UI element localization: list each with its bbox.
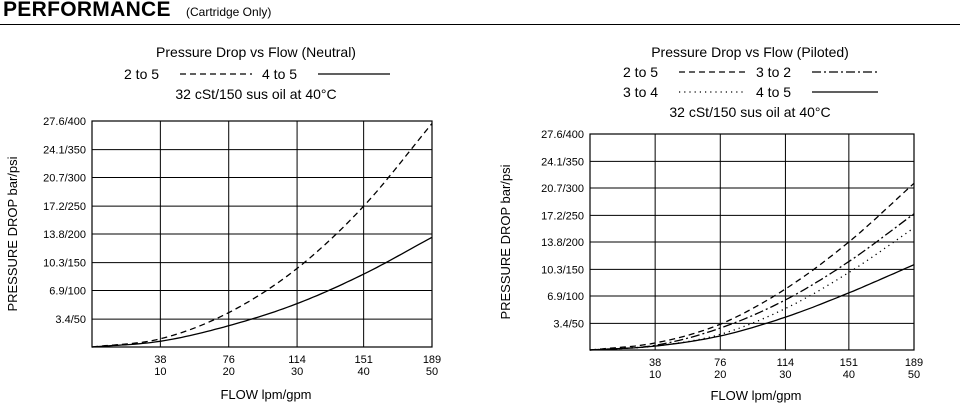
- series-line-3-to-4: [589, 227, 915, 351]
- header-divider: [0, 24, 960, 25]
- y-tick-label: 6.9/100: [49, 286, 86, 298]
- x-tick-label-gpm: 20: [223, 366, 235, 378]
- x-axis-label: FLOW lpm/gpm: [710, 388, 801, 403]
- chart-subtitle: 32 cSt/150 sus oil at 40°C: [669, 104, 830, 120]
- y-tick-label: 24.1/350: [43, 145, 86, 157]
- y-tick-label: 27.6/400: [541, 129, 584, 141]
- x-tick-label-lpm: 114: [777, 357, 795, 369]
- legend-label: 4 to 5: [756, 84, 791, 100]
- y-tick-label: 10.3/150: [43, 258, 86, 270]
- y-tick-label: 17.2/250: [541, 210, 584, 222]
- page-header: PERFORMANCE (Cartridge Only): [0, 0, 960, 26]
- chart-neutral: Pressure Drop vs Flow (Neutral) 2 to 5 4 t…: [5, 44, 441, 402]
- page-subtitle: (Cartridge Only): [186, 5, 272, 19]
- y-tick-label: 13.8/200: [43, 229, 86, 241]
- page-title: PERFORMANCE: [3, 0, 171, 21]
- x-tick-label-lpm: 76: [714, 357, 726, 369]
- x-tick-label-gpm: 50: [426, 366, 438, 378]
- chart-title: Pressure Drop vs Flow (Piloted): [651, 44, 849, 60]
- x-tick-label-gpm: 50: [908, 369, 920, 381]
- plot-frame: [589, 133, 915, 351]
- y-tick-label: 3.4/50: [55, 314, 86, 326]
- legend-label: 3 to 2: [756, 64, 791, 80]
- x-tick-label-lpm: 38: [154, 354, 166, 366]
- x-axis-label: FLOW lpm/gpm: [220, 387, 311, 402]
- legend-label: 2 to 5: [124, 66, 159, 82]
- x-tick-label-lpm: 189: [905, 357, 923, 369]
- series-line-3-to-2: [589, 213, 915, 351]
- legend-label: 4 to 5: [262, 66, 297, 82]
- x-tick-label-lpm: 151: [840, 357, 858, 369]
- plot-frame: [91, 120, 433, 348]
- x-tick-label-lpm: 76: [223, 354, 235, 366]
- y-tick-label: 20.7/300: [43, 173, 86, 185]
- x-tick-label-gpm: 10: [649, 369, 661, 381]
- x-tick-label-gpm: 40: [843, 369, 855, 381]
- chart-subtitle: 32 cSt/150 sus oil at 40°C: [175, 86, 336, 102]
- y-tick-label: 13.8/200: [541, 237, 584, 249]
- series-line-2-to-5: [589, 182, 915, 351]
- y-tick-label: 10.3/150: [541, 264, 584, 276]
- x-tick-label-lpm: 38: [649, 357, 661, 369]
- y-axis-label: PRESSURE DROP bar/psi: [5, 156, 20, 311]
- y-tick-label: 27.6/400: [43, 116, 86, 128]
- legend-label: 2 to 5: [623, 64, 658, 80]
- x-tick-label-gpm: 20: [714, 369, 726, 381]
- y-tick-label: 20.7/300: [541, 183, 584, 195]
- y-tick-label: 24.1/350: [541, 156, 584, 168]
- x-tick-label-lpm: 189: [423, 354, 441, 366]
- x-tick-label-lpm: 114: [288, 354, 306, 366]
- y-axis-label: PRESSURE DROP bar/psi: [498, 164, 513, 319]
- series-line-2-to-5: [91, 123, 433, 348]
- y-tick-label: 6.9/100: [547, 291, 584, 303]
- legend-label: 3 to 4: [623, 84, 658, 100]
- chart-title: Pressure Drop vs Flow (Neutral): [156, 44, 356, 60]
- series-line-4-to-5: [91, 236, 433, 348]
- x-tick-label-gpm: 10: [154, 366, 166, 378]
- x-tick-label-lpm: 151: [354, 354, 372, 366]
- x-tick-label-gpm: 30: [291, 366, 303, 378]
- x-tick-label-gpm: 40: [358, 366, 370, 378]
- y-tick-label: 17.2/250: [43, 201, 86, 213]
- series-line-4-to-5: [589, 264, 915, 351]
- x-tick-label-gpm: 30: [779, 369, 791, 381]
- chart-piloted: Pressure Drop vs Flow (Piloted) 2 to 5 3 t…: [498, 44, 923, 403]
- y-tick-label: 3.4/50: [553, 318, 584, 330]
